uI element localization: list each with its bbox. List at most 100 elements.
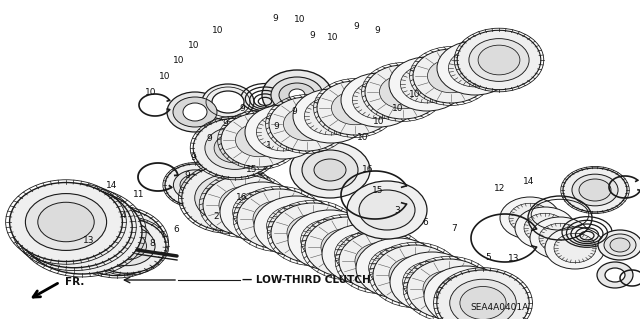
Ellipse shape — [99, 226, 155, 266]
Ellipse shape — [579, 179, 611, 201]
Text: 2: 2 — [214, 212, 219, 221]
Ellipse shape — [108, 232, 147, 260]
Text: 9: 9 — [273, 14, 278, 23]
Ellipse shape — [509, 203, 551, 233]
Ellipse shape — [401, 65, 454, 103]
Ellipse shape — [353, 81, 406, 119]
Ellipse shape — [253, 200, 305, 238]
Text: 15: 15 — [372, 186, 383, 195]
Ellipse shape — [279, 83, 315, 107]
Text: 7: 7 — [452, 224, 457, 233]
Ellipse shape — [305, 97, 358, 135]
Text: 9: 9 — [353, 22, 358, 31]
Text: 10: 10 — [188, 41, 199, 50]
Ellipse shape — [539, 223, 581, 253]
Ellipse shape — [449, 49, 502, 87]
Ellipse shape — [220, 182, 304, 242]
Ellipse shape — [38, 202, 94, 242]
Ellipse shape — [183, 103, 207, 121]
Ellipse shape — [314, 159, 346, 181]
Ellipse shape — [423, 271, 475, 308]
Ellipse shape — [389, 256, 441, 293]
Ellipse shape — [572, 174, 618, 206]
Ellipse shape — [302, 150, 358, 190]
Ellipse shape — [554, 233, 596, 263]
Ellipse shape — [437, 41, 513, 95]
Text: 9: 9 — [375, 26, 380, 35]
Ellipse shape — [173, 170, 216, 200]
Ellipse shape — [177, 99, 213, 125]
Ellipse shape — [341, 73, 417, 127]
Ellipse shape — [321, 228, 373, 266]
Ellipse shape — [195, 174, 261, 222]
Ellipse shape — [205, 182, 251, 214]
Text: 9: 9 — [239, 104, 244, 113]
Ellipse shape — [212, 91, 244, 113]
Text: 14: 14 — [523, 177, 534, 186]
Ellipse shape — [335, 233, 394, 275]
Ellipse shape — [460, 286, 506, 319]
Ellipse shape — [365, 65, 441, 119]
Text: FR.: FR. — [65, 277, 84, 287]
Text: 10: 10 — [373, 117, 385, 126]
Ellipse shape — [469, 39, 529, 81]
Ellipse shape — [301, 219, 360, 261]
Ellipse shape — [87, 221, 153, 267]
Ellipse shape — [293, 89, 369, 143]
Ellipse shape — [332, 91, 379, 125]
Ellipse shape — [284, 107, 331, 141]
Ellipse shape — [173, 97, 217, 127]
Ellipse shape — [182, 165, 274, 231]
Ellipse shape — [219, 186, 271, 224]
Text: 9: 9 — [223, 119, 228, 128]
Ellipse shape — [39, 202, 125, 262]
Text: 10: 10 — [294, 15, 305, 24]
Ellipse shape — [515, 207, 575, 249]
Text: 10: 10 — [356, 133, 368, 142]
Ellipse shape — [45, 207, 103, 247]
Ellipse shape — [317, 81, 393, 135]
Ellipse shape — [424, 266, 508, 319]
Ellipse shape — [269, 97, 345, 151]
Ellipse shape — [428, 59, 475, 93]
Ellipse shape — [16, 186, 132, 268]
Ellipse shape — [267, 205, 325, 247]
Ellipse shape — [478, 45, 520, 75]
Ellipse shape — [202, 84, 254, 120]
Ellipse shape — [288, 210, 372, 270]
Ellipse shape — [88, 219, 166, 273]
Text: 10: 10 — [327, 33, 339, 42]
Ellipse shape — [322, 224, 406, 284]
Ellipse shape — [604, 234, 636, 256]
Ellipse shape — [500, 197, 560, 239]
Ellipse shape — [305, 217, 389, 277]
Ellipse shape — [26, 194, 107, 250]
Ellipse shape — [380, 75, 427, 109]
Text: 1: 1 — [266, 141, 271, 150]
Ellipse shape — [610, 238, 630, 252]
Ellipse shape — [275, 79, 319, 111]
Ellipse shape — [52, 211, 112, 253]
Ellipse shape — [413, 49, 489, 103]
Text: 10: 10 — [159, 72, 171, 81]
Text: 3: 3 — [394, 206, 399, 215]
Ellipse shape — [262, 70, 332, 120]
Ellipse shape — [605, 268, 625, 282]
Ellipse shape — [598, 230, 640, 260]
Ellipse shape — [10, 182, 122, 262]
Ellipse shape — [407, 259, 491, 319]
Ellipse shape — [69, 208, 165, 276]
Text: 10: 10 — [212, 26, 223, 35]
Text: 9: 9 — [310, 31, 315, 40]
Ellipse shape — [450, 279, 516, 319]
Text: 16: 16 — [236, 193, 247, 202]
Ellipse shape — [32, 198, 116, 256]
Ellipse shape — [545, 227, 605, 269]
Ellipse shape — [287, 214, 339, 252]
Ellipse shape — [167, 92, 223, 132]
Ellipse shape — [281, 84, 313, 106]
Ellipse shape — [339, 231, 423, 291]
Ellipse shape — [359, 190, 415, 230]
Ellipse shape — [271, 77, 323, 113]
Text: 9: 9 — [191, 153, 196, 162]
